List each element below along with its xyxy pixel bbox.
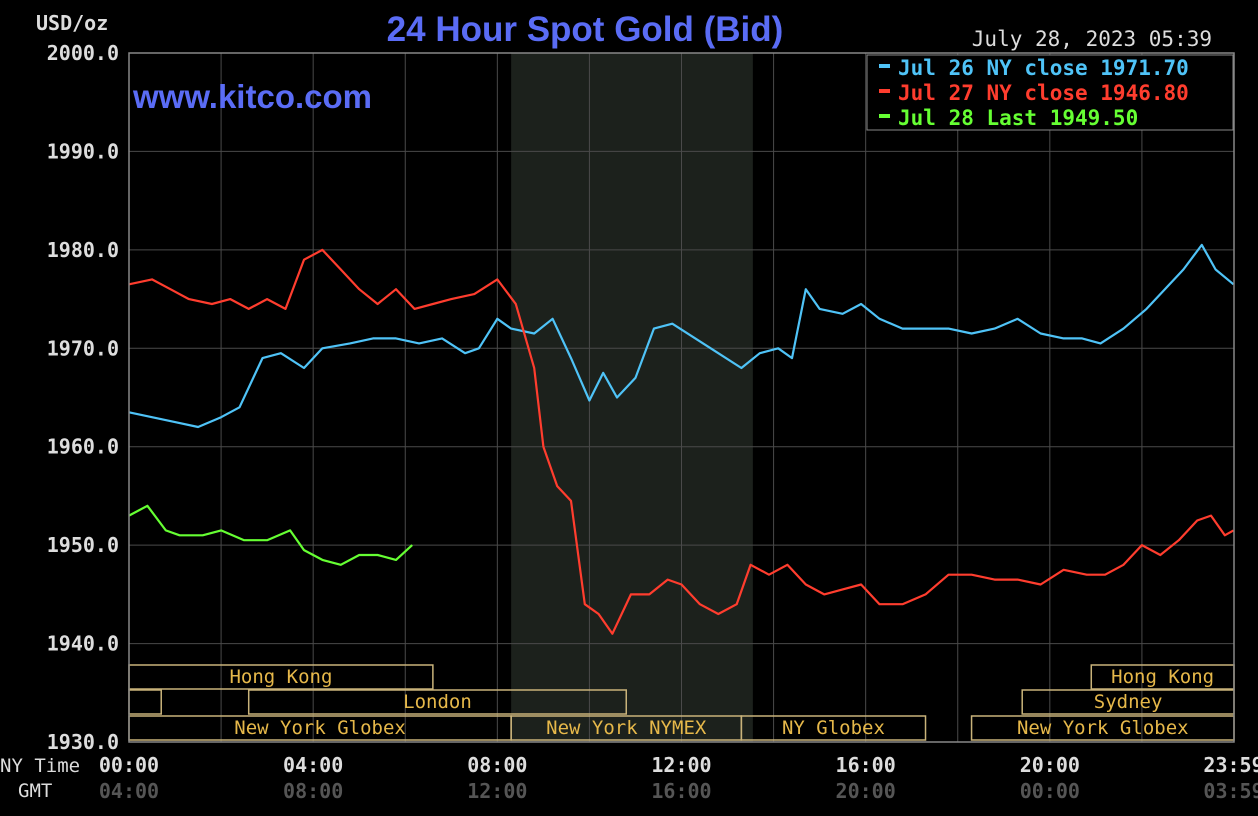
y-axis-unit-label: USD/oz — [36, 11, 108, 35]
x-axis-ticks: 00:00 04:00 08:00 12:00 16:00 20:00 23:5904:00… — [99, 753, 1258, 803]
x-tick-label-ny: 00:00 — [99, 753, 159, 777]
legend-box — [866, 54, 1234, 131]
market-session-box — [247, 689, 627, 715]
plot-frame — [128, 52, 1235, 743]
legend-entry-jul26: Jul 26 NY close 1971.70 — [898, 56, 1189, 80]
y-axis-ticks: 2000.0 1990.0 1980.0 1970.0 1960.0 1950.0 1940… — [47, 41, 119, 754]
timestamp: July 28, 2023 05:39 — [972, 27, 1212, 51]
y-tick-label: 1970.0 — [47, 336, 119, 360]
legend-entry-jul28: Jul 28 Last 1949.50 — [898, 106, 1138, 130]
market-session-label: Sydney — [1094, 691, 1163, 713]
ny-time-row-label: NY Time — [0, 755, 80, 777]
market-session-bars: Hong Kong Hong Kong London Sydney New York G… — [128, 664, 1235, 741]
watermark: www.kitco.com — [132, 78, 372, 115]
x-tick-label-ny: 08:00 — [467, 753, 527, 777]
grid-lines — [129, 53, 1234, 742]
x-tick-label-ny: 20:00 — [1020, 753, 1080, 777]
market-session-label: New York Globex — [1017, 717, 1189, 739]
market-session-label: London — [403, 691, 472, 713]
y-tick-label: 1940.0 — [47, 632, 119, 656]
x-tick-label-gmt: 00:00 — [1020, 779, 1080, 803]
x-tick-label-gmt: 08:00 — [283, 779, 343, 803]
market-session-label: Hong Kong — [229, 666, 332, 688]
y-tick-label: 1930.0 — [47, 730, 119, 754]
market-session-label: NY Globex — [782, 717, 885, 739]
series-line-2 — [128, 504, 413, 566]
market-session-label: New York Globex — [234, 717, 406, 739]
y-tick-label: 1960.0 — [47, 435, 119, 459]
series-line-0 — [128, 243, 1235, 429]
legend-swatch-jul28 — [879, 114, 890, 118]
x-tick-label-gmt: 04:00 — [99, 779, 159, 803]
x-tick-label-ny: 23:59 — [1203, 753, 1258, 777]
nymex-session-shade — [511, 53, 753, 742]
legend: Jul 26 NY close 1971.70 Jul 27 NY close … — [866, 54, 1234, 131]
legend-entry-jul27: Jul 27 NY close 1946.80 — [898, 81, 1189, 105]
x-tick-label-gmt: 20:00 — [836, 779, 896, 803]
series-line-1 — [128, 248, 1235, 635]
gmt-row-label: GMT — [18, 780, 52, 802]
y-tick-label: 1990.0 — [47, 139, 119, 163]
x-tick-label-ny: 12:00 — [651, 753, 711, 777]
legend-swatch-jul26 — [879, 64, 890, 68]
x-tick-label-gmt: 16:00 — [651, 779, 711, 803]
market-session-label: New York NYMEX — [546, 717, 707, 739]
x-tick-label-ny: 16:00 — [836, 753, 896, 777]
y-tick-label: 1950.0 — [47, 533, 119, 557]
chart-title: 24 Hour Spot Gold (Bid) — [387, 10, 784, 49]
x-tick-label-gmt: 03:59 — [1203, 779, 1258, 803]
series-lines — [128, 243, 1235, 635]
legend-swatch-jul27 — [879, 89, 890, 93]
market-session-box — [740, 715, 927, 741]
y-tick-label: 1980.0 — [47, 238, 119, 262]
x-tick-label-ny: 04:00 — [283, 753, 343, 777]
y-tick-label: 2000.0 — [47, 41, 119, 65]
market-session-label: Hong Kong — [1111, 666, 1214, 688]
x-tick-label-gmt: 12:00 — [467, 779, 527, 803]
